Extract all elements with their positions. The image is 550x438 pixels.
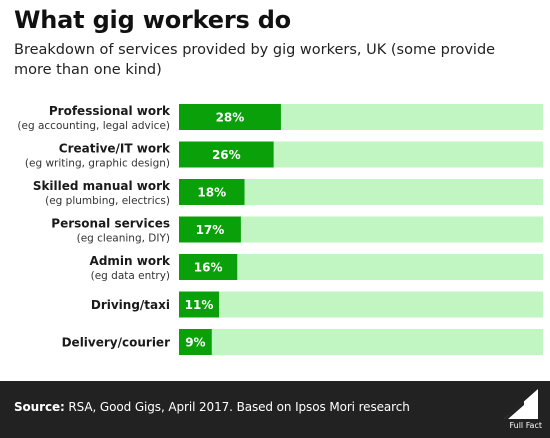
bar-track [179,291,543,318]
category-sublabel: (eg writing, graphic design) [25,158,170,170]
bar [179,254,238,280]
source-prefix: Source: [14,400,65,414]
category-sublabel: (eg cleaning, DIY) [77,233,170,245]
category-label: Delivery/courier [62,336,170,350]
bar-value-label: 18% [197,186,226,200]
category-label: Skilled manual work [33,179,171,193]
bar [179,179,245,205]
bar-value-label: 11% [185,298,214,312]
category-label: Admin work [90,254,171,268]
category-sublabel: (eg accounting, legal advice) [17,120,170,132]
bar-value-label: 26% [212,148,241,162]
category-sublabel: (eg plumbing, electrics) [45,195,170,207]
logo-text: Full Fact [509,421,542,430]
category-label: Driving/taxi [91,298,170,312]
bar-track [179,329,543,355]
bar-chart: 28% Professional work (eg accounting, lega… [17,104,543,355]
full-fact-logo-icon [504,389,538,419]
bar-value-label: 17% [196,223,225,237]
category-label: Professional work [49,104,171,118]
bar-value-label: 28% [216,111,245,125]
category-label: Creative/IT work [59,142,171,156]
source-text: RSA, Good Gigs, April 2017. Based on Ips… [64,400,410,414]
bar [179,291,220,318]
chart-title: What gig workers do [14,6,291,34]
category-sublabel: (eg data entry) [91,270,170,282]
bar-track [179,254,543,280]
bar [179,329,212,355]
bar [179,141,274,168]
footer: Source: RSA, Good Gigs, April 2017. Base… [0,381,550,438]
category-label: Personal services [51,217,170,231]
bar [179,216,241,243]
chart-subtitle: Breakdown of services provided by gig wo… [14,42,496,78]
bar-value-label: 9% [185,336,205,350]
source-note: Source: RSA, Good Gigs, April 2017. Base… [14,400,410,414]
bar-value-label: 16% [194,261,223,275]
bar [179,104,281,130]
